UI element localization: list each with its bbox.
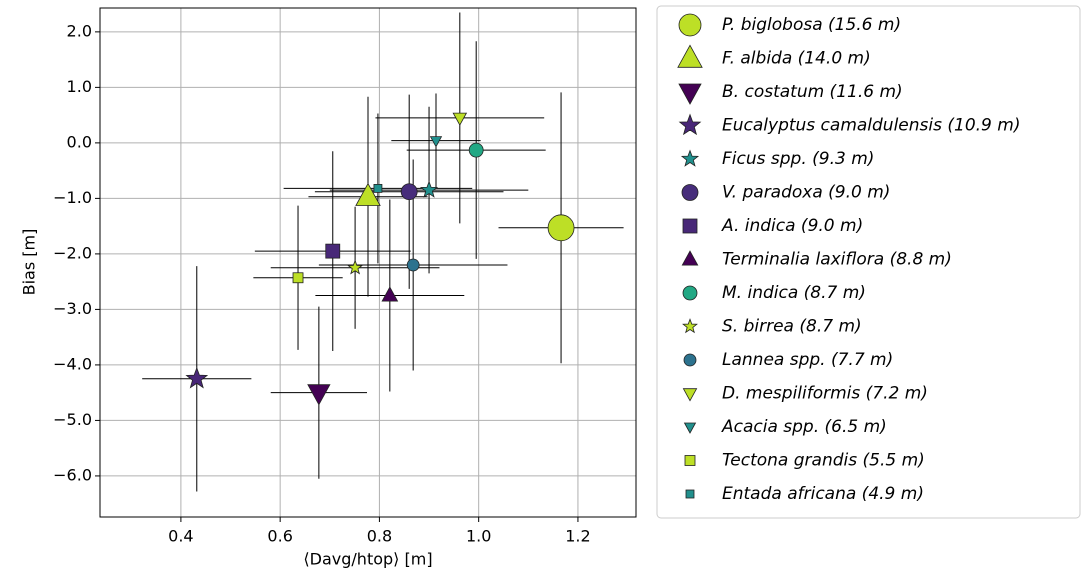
legend-marker xyxy=(682,388,698,402)
legend-marker xyxy=(683,353,697,367)
x-tick-label: 0.8 xyxy=(367,527,392,546)
y-tick-label: −6.0 xyxy=(53,465,92,484)
x-tick-label: 0.6 xyxy=(267,527,292,546)
legend-marker xyxy=(681,184,699,201)
point xyxy=(347,259,364,275)
x-tick-label: 1.2 xyxy=(565,527,590,546)
legend-label: Acacia spp. (6.5 m) xyxy=(721,417,887,437)
legend-label: Eucalyptus camaldulensis (10.9 m) xyxy=(722,116,1020,136)
y-tick-label: −2.0 xyxy=(53,243,92,262)
legend-marker xyxy=(683,422,697,434)
point xyxy=(452,112,468,126)
y-tick-label: 2.0 xyxy=(67,21,92,40)
y-tick-label: −3.0 xyxy=(53,299,92,318)
point xyxy=(429,136,443,148)
point xyxy=(406,258,420,272)
point xyxy=(325,243,341,259)
legend-marker xyxy=(680,149,700,167)
legend-label: B. costatum (11.6 m) xyxy=(722,82,903,102)
point xyxy=(547,214,575,242)
y-axis-label: Bias [m] xyxy=(20,229,39,296)
legend-marker xyxy=(684,455,696,466)
x-tick-label: 0.4 xyxy=(168,527,193,546)
x-axis-label: ⟨Davg/htop⟩ [m] xyxy=(303,550,432,569)
point xyxy=(381,286,399,302)
legend-label: Tectona grandis (5.5 m) xyxy=(722,451,925,471)
legend-label: Lannea spp. (7.7 m) xyxy=(722,350,893,370)
legend-marker xyxy=(677,44,703,68)
legend-label: S. birrea (8.7 m) xyxy=(722,317,862,337)
legend-marker xyxy=(685,489,695,499)
legend-marker xyxy=(678,113,702,136)
legend-label: F. albida (14.0 m) xyxy=(722,49,871,69)
point xyxy=(307,384,331,406)
legend-marker xyxy=(682,318,698,334)
legend-marker xyxy=(678,13,702,37)
legend-label: Ficus spp. (9.3 m) xyxy=(722,149,874,169)
legend-marker xyxy=(681,250,699,266)
point xyxy=(355,182,381,206)
legend-label: Terminalia laxiflora (8.8 m) xyxy=(722,250,952,270)
y-tick-label: −5.0 xyxy=(53,410,92,429)
point xyxy=(292,272,304,284)
legend-label: P. biglobosa (15.6 m) xyxy=(722,15,901,35)
legend-box xyxy=(656,5,1081,519)
point xyxy=(400,183,418,201)
y-tick-label: −4.0 xyxy=(53,354,92,373)
y-tick-label: 0.0 xyxy=(67,132,92,151)
legend-label: M. indica (8.7 m) xyxy=(722,283,866,303)
legend-marker xyxy=(682,218,698,234)
legend-marker xyxy=(678,83,702,105)
legend-label: A. indica (9.0 m) xyxy=(721,216,863,236)
x-tick-label: 1.0 xyxy=(466,527,491,546)
y-tick-label: 1.0 xyxy=(67,77,92,96)
legend-label: V. paradoxa (9.0 m) xyxy=(722,183,890,203)
point xyxy=(373,183,383,193)
point xyxy=(185,366,209,389)
y-tick-label: −1.0 xyxy=(53,188,92,207)
plot-frame xyxy=(99,7,637,518)
point xyxy=(468,142,484,158)
point xyxy=(419,180,439,198)
legend-marker xyxy=(682,285,698,301)
legend-label: D. mespiliformis (7.2 m) xyxy=(722,384,928,404)
legend-label: Entada africana (4.9 m) xyxy=(722,484,924,504)
